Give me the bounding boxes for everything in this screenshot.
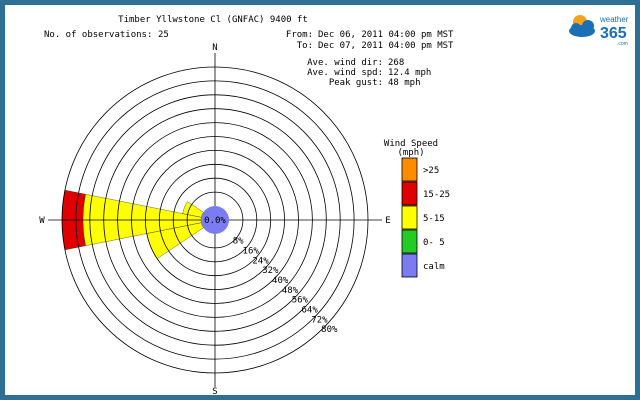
direction-label-n: N xyxy=(212,43,217,53)
radial-tick-labels: 8%16%24%32%40%48%56%64%72%80% xyxy=(233,237,338,335)
tick-label-80: 80% xyxy=(321,325,338,335)
from-value: Dec 06, 2011 04:00 pm MST xyxy=(318,30,454,40)
tick-label-56: 56% xyxy=(292,296,309,306)
weather365-logo: weather 365 .com xyxy=(569,15,629,47)
legend-swatch-2 xyxy=(401,205,418,230)
logo-weather: weather xyxy=(599,15,629,24)
legend-units: (mph) xyxy=(397,148,424,158)
tick-label-64: 64% xyxy=(302,306,319,316)
cloud-icon xyxy=(569,20,595,37)
logo-dotcom: .com xyxy=(617,41,628,47)
peak-gust-label: Peak gust: xyxy=(329,78,383,88)
ave-wind-spd-value: 12.4 mph xyxy=(388,68,431,78)
tick-label-16: 16% xyxy=(243,247,260,257)
tick-label-24: 24% xyxy=(252,256,269,266)
legend-swatch-3 xyxy=(401,229,418,254)
tick-label-32: 32% xyxy=(262,266,279,276)
tick-label-48: 48% xyxy=(282,286,299,296)
legend-label-4: calm xyxy=(423,262,445,272)
to-value: Dec 07, 2011 04:00 pm MST xyxy=(318,41,454,51)
ave-wind-dir-value: 268 xyxy=(388,58,404,68)
wind-petals xyxy=(61,189,204,259)
tick-label-72: 72% xyxy=(311,315,328,325)
logo-365: 365 xyxy=(600,25,627,42)
legend: Wind Speed (mph) >25 15-25 5-15 0- 5 calm xyxy=(384,139,450,278)
observations-value: 25 xyxy=(158,30,169,40)
ave-wind-dir-label: Ave. wind dir: xyxy=(307,58,383,68)
tick-label-40: 40% xyxy=(272,276,289,286)
tick-label-8: 8% xyxy=(233,237,244,247)
to-label: To: xyxy=(297,41,313,51)
from-label: From: xyxy=(286,30,313,40)
legend-label-1: 15-25 xyxy=(423,190,450,200)
calm-circle xyxy=(201,206,229,234)
calm-percent: 0.0% xyxy=(204,216,226,226)
legend-swatch-1 xyxy=(401,181,418,206)
legend-swatch-4 xyxy=(401,253,418,278)
direction-label-w: W xyxy=(39,216,45,226)
direction-label-s: S xyxy=(212,387,217,397)
legend-label-2: 5-15 xyxy=(423,214,445,224)
legend-swatch-0 xyxy=(401,157,418,182)
ave-wind-spd-label: Ave. wind spd: xyxy=(307,68,383,78)
direction-label-e: E xyxy=(385,216,390,226)
legend-label-0: >25 xyxy=(423,166,439,176)
legend-title: Wind Speed xyxy=(384,139,438,149)
chart-title: Timber Yllwstone Cl (GNFAC) 9400 ft xyxy=(118,15,308,25)
observations-label: No. of observations: xyxy=(44,30,152,40)
legend-label-3: 0- 5 xyxy=(423,238,445,248)
peak-gust-value: 48 mph xyxy=(388,78,421,88)
